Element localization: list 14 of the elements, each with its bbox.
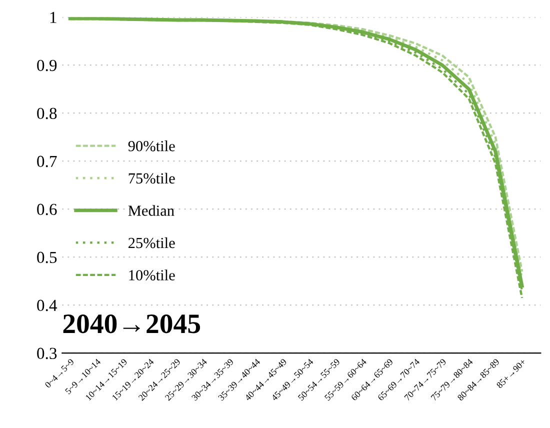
annotation: 2040→2045 [63,314,200,334]
y-tick-label: 0.6 [37,204,57,216]
legend-label: Median [128,205,174,216]
legend-label: 75%tile [128,172,175,184]
legend-label: 25%tile [128,237,175,248]
y-tick-label: 0.3 [37,348,57,360]
y-tick-label: 0.9 [37,60,57,72]
legend-label: 10%tile [129,270,175,280]
y-tick-label: 1 [50,12,56,23]
legend-label: 90%tile [128,140,175,152]
y-tick-label: 0.7 [37,156,57,168]
y-tick-label: 0.5 [37,252,57,264]
y-tick-label: 0.8 [37,108,57,120]
y-tick-label: 0.4 [37,300,58,312]
